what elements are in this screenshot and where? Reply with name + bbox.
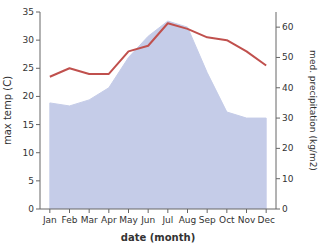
temperature-line: [50, 23, 266, 76]
y2-tick: [276, 178, 280, 179]
plot-area: [50, 21, 266, 209]
x-tick: [148, 209, 149, 213]
y2-tick-label: 20: [282, 143, 294, 153]
y-tick-label: 10: [23, 148, 35, 158]
x-tick: [128, 209, 129, 213]
y-tick-label: 25: [23, 63, 34, 73]
y2-tick-label: 0: [282, 204, 288, 214]
y-axis-line: [40, 12, 41, 209]
y-tick: [36, 209, 40, 210]
y-tick-label: 15: [23, 120, 34, 130]
x-tick: [246, 209, 247, 213]
x-tick-label: Jul: [161, 215, 173, 225]
x-tick-label: Feb: [62, 215, 78, 225]
x-tick-label: Oct: [219, 215, 235, 225]
chart: 0 5 10 15 20 25 30 35 0 10 20 30 40 50 60 Jan FebMarAprM…: [0, 0, 318, 247]
x-tick-label: Jan: [42, 215, 57, 225]
x-tick: [266, 209, 267, 213]
y-tick-label: 0: [28, 204, 34, 214]
y2-tick-label: 30: [282, 113, 294, 123]
y2-tick: [276, 27, 280, 28]
x-axis-line: [40, 209, 276, 210]
y2-tick: [276, 148, 280, 149]
x-tick-label: Jun: [140, 215, 155, 225]
y2-axis-line: [276, 12, 277, 209]
x-tick-label: Nov: [238, 215, 256, 225]
x-axis-label: date (month): [121, 232, 195, 243]
y2-tick-label: 60: [282, 22, 294, 32]
precipitation-area: [50, 21, 266, 209]
y2-tick-label: 50: [282, 52, 294, 62]
y-tick: [36, 68, 40, 69]
x-tick: [226, 209, 227, 213]
y-tick: [36, 40, 40, 41]
x-tick: [69, 209, 70, 213]
x-tick: [49, 209, 50, 213]
x-tick-label: Apr: [101, 215, 117, 225]
y2-axis-label: med. precipitation (kg/m2): [308, 50, 318, 171]
y-tick-label: 30: [23, 35, 35, 45]
y-tick-label: 5: [28, 176, 34, 186]
axes: 0 5 10 15 20 25 30 35 0 10 20 30 40 50 60 Jan FebMarAprM…: [23, 7, 294, 225]
y-tick: [36, 124, 40, 125]
x-tick-label: Sep: [199, 215, 216, 225]
y-tick: [36, 12, 40, 13]
y2-tick: [276, 118, 280, 119]
y2-tick: [276, 87, 280, 88]
y-tick-label: 35: [23, 7, 34, 17]
x-tick-label: Mar: [81, 215, 98, 225]
y2-tick-label: 40: [282, 83, 294, 93]
y2-tick-label: 10: [282, 174, 294, 184]
x-tick: [207, 209, 208, 213]
y2-tick: [276, 57, 280, 58]
x-tick: [108, 209, 109, 213]
x-tick: [89, 209, 90, 213]
y-tick: [36, 96, 40, 97]
y-axis-label: max temp (C): [2, 76, 13, 145]
x-tick-label: Dec: [257, 215, 274, 225]
y-tick: [36, 180, 40, 181]
y2-tick: [276, 209, 280, 210]
x-tick: [167, 209, 168, 213]
x-tick-label: Aug: [179, 215, 197, 225]
x-tick: [187, 209, 188, 213]
y-tick: [36, 152, 40, 153]
x-tick-label: May: [119, 215, 138, 225]
y-tick-label: 20: [23, 91, 35, 101]
